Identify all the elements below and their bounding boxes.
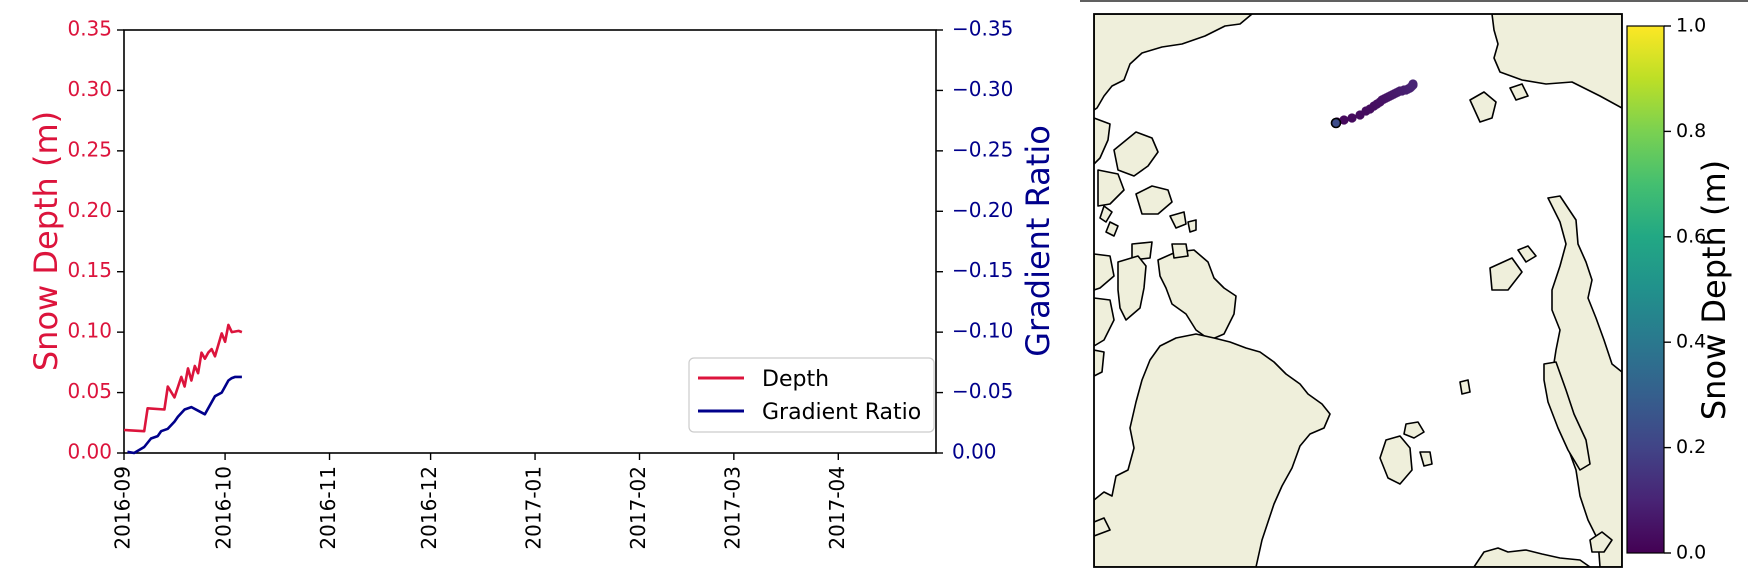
colorbar-tick-label: 0.2 — [1676, 436, 1706, 458]
right-y-tick-label: −0.20 — [952, 198, 1013, 222]
left-y-axis-label: Snow Depth (m) — [27, 111, 65, 371]
colorbar-tick-label: 0.8 — [1676, 120, 1706, 142]
right-y-tick-label: −0.05 — [952, 379, 1013, 403]
left-y-axis: 0.00 0.05 0.10 0.15 0.20 0.25 0.30 0.35 — [67, 17, 124, 464]
depth-series-line — [123, 323, 243, 433]
x-axis: 2016-09 2016-10 2016-11 2016-12 2017-01 2017-… — [111, 453, 849, 550]
left-y-tick-label: 0.30 — [67, 77, 112, 101]
left-y-tick-label: 0.25 — [67, 137, 112, 161]
track-point — [1347, 113, 1357, 123]
left-y-tick-label: 0.10 — [67, 319, 112, 343]
left-y-tick-label: 0.00 — [67, 440, 112, 464]
right-y-axis-label: Gradient Ratio — [1019, 125, 1057, 357]
right-y-tick-label: 0.00 — [952, 440, 997, 464]
legend: Depth Gradient Ratio — [688, 357, 935, 433]
x-tick-label: 2016-11 — [316, 466, 340, 550]
x-tick-label: 2017-04 — [825, 466, 849, 550]
colorbar: 0.0 0.2 0.4 0.6 0.8 1.0 Snow Depth (m) — [1626, 15, 1733, 564]
x-tick-label: 2016-10 — [212, 466, 236, 550]
right-y-tick-label: −0.35 — [952, 17, 1013, 41]
legend-depth-label: Depth — [762, 367, 829, 392]
x-tick-label: 2016-12 — [417, 466, 441, 550]
map-land — [1094, 14, 1622, 567]
legend-box — [688, 357, 935, 433]
right-y-tick-label: −0.25 — [952, 137, 1013, 161]
right-y-tick-label: −0.15 — [952, 258, 1013, 282]
colorbar-tick-label: 0.6 — [1676, 225, 1706, 247]
gradient-ratio-series-line — [127, 375, 242, 455]
left-y-tick-label: 0.15 — [67, 258, 112, 282]
x-tick-label: 2017-03 — [720, 466, 744, 550]
x-tick-label: 2017-01 — [522, 466, 546, 550]
map-frame — [1093, 13, 1623, 568]
colorbar-tick-label: 0.4 — [1676, 331, 1706, 353]
colorbar-label: Snow Depth (m) — [1695, 160, 1733, 420]
map-panel — [1093, 13, 1623, 568]
left-y-tick-label: 0.20 — [67, 198, 112, 222]
plot-frame — [123, 29, 937, 454]
track-point — [1339, 115, 1349, 125]
buoy-start-marker — [1330, 117, 1342, 129]
right-y-axis: 0.00 −0.05 −0.10 −0.15 −0.20 −0.25 −0.30 −0.35 — [936, 17, 1013, 464]
series-lines — [123, 323, 243, 455]
left-y-tick-label: 0.35 — [67, 17, 112, 41]
right-y-tick-label: −0.10 — [952, 319, 1013, 343]
timeseries-chart: 0.00 0.05 0.10 0.15 0.20 0.25 0.30 0.35 0.00 −0.… — [27, 17, 1057, 550]
buoy-track — [1330, 79, 1418, 129]
left-y-tick-label: 0.05 — [67, 379, 112, 403]
colorbar-gradient — [1626, 25, 1665, 554]
colorbar-tick-label: 0.0 — [1676, 542, 1706, 564]
x-tick-label: 2017-02 — [626, 466, 650, 550]
right-y-tick-label: −0.30 — [952, 77, 1013, 101]
track-point — [1408, 79, 1418, 89]
x-tick-label: 2016-09 — [111, 466, 135, 550]
colorbar-tick-label: 1.0 — [1676, 15, 1706, 37]
legend-gradient-label: Gradient Ratio — [762, 400, 921, 425]
